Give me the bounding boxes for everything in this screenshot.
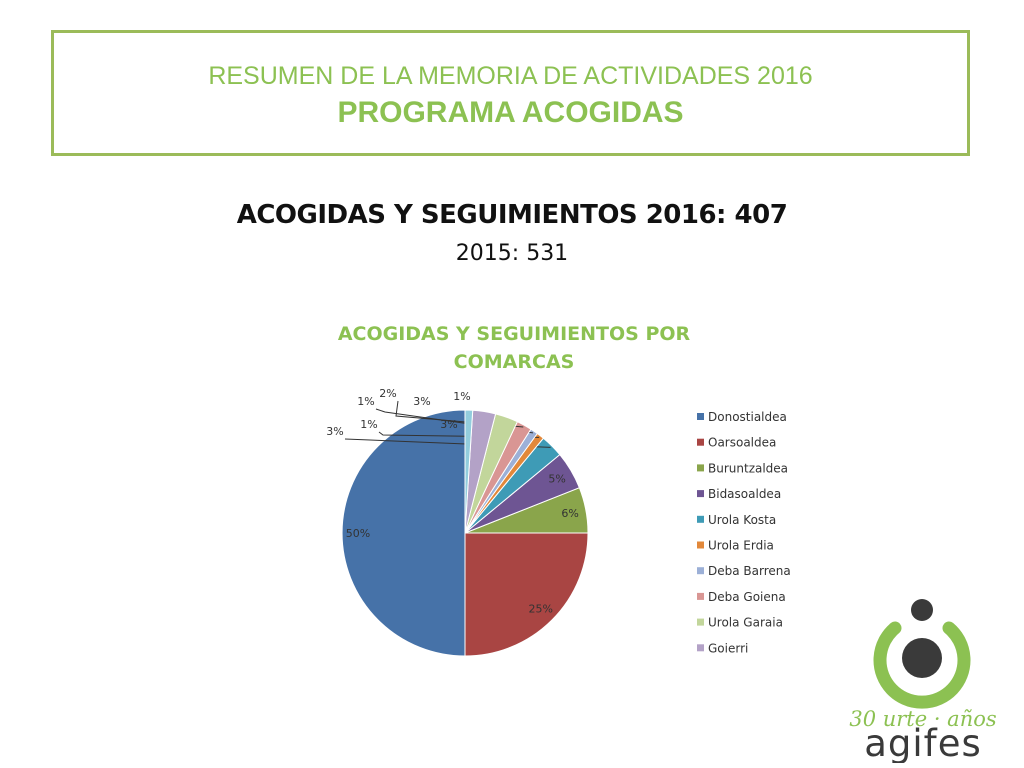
pie-slice-1	[464, 532, 589, 657]
legend-label-3: Bidasoaldea	[708, 487, 781, 501]
header-box: RESUMEN DE LA MEMORIA DE ACTIVIDADES 201…	[51, 30, 970, 156]
logo-wordmark: agifes	[864, 722, 982, 763]
chart-title-line-2: COMARCAS	[453, 351, 575, 373]
legend-label-9: Goierri	[708, 641, 748, 655]
legend-swatch-9	[697, 644, 704, 652]
legend-label-1: Oarsoaldea	[708, 436, 776, 450]
legend-swatch-7	[697, 592, 704, 600]
legend-label-4: Urola Kosta	[708, 513, 776, 527]
legend-swatch-1	[697, 438, 704, 446]
data-label-3: 5%	[548, 473, 565, 486]
legend-label-7: Deba Goiena	[708, 590, 786, 604]
legend-label-5: Urola Erdia	[708, 539, 774, 553]
legend-swatch-0	[697, 413, 704, 420]
legend-swatch-4	[697, 515, 704, 523]
data-label-1: 25%	[528, 603, 552, 616]
pie-slice-10	[464, 409, 474, 534]
legend-label-0: Donostialdea	[708, 410, 787, 424]
data-label-4: 3%	[326, 425, 343, 438]
summary-subtitle: 2015: 531	[455, 241, 569, 266]
legend-label-6: Deba Barrena	[708, 564, 791, 578]
legend-swatch-6	[697, 567, 704, 575]
header-subtitle: RESUMEN DE LA MEMORIA DE ACTIVIDADES 201…	[208, 62, 813, 90]
data-label-10: 1%	[453, 390, 470, 403]
summary-title: ACOGIDAS Y SEGUIMIENTOS 2016: 407	[236, 200, 788, 230]
logo-center	[902, 638, 942, 678]
data-label-7: 2%	[379, 387, 396, 400]
chart-title-line-1: ACOGIDAS Y SEGUIMIENTOS POR	[337, 323, 691, 345]
legend-swatch-3	[697, 490, 704, 498]
legend-label-2: Buruntzaldea	[708, 461, 788, 475]
data-label-9: 3%	[440, 418, 457, 431]
data-label-2: 6%	[561, 507, 578, 520]
chart-title: ACOGIDAS Y SEGUIMIENTOS POR COMARCAS	[314, 320, 714, 376]
header-title: PROGRAMA ACOGIDAS	[337, 96, 684, 129]
logo-dot	[911, 599, 933, 621]
data-label-5: 1%	[360, 418, 377, 431]
data-label-6: 1%	[357, 395, 374, 408]
legend-swatch-8	[697, 618, 704, 626]
data-label-0: 50%	[346, 527, 370, 540]
data-label-8: 3%	[413, 395, 430, 408]
logo-ring	[873, 621, 971, 709]
legend-swatch-2	[697, 464, 704, 472]
pie-slice-0	[341, 409, 466, 657]
agifes-logo: 30 urte · años agifes	[849, 599, 997, 763]
legend-swatch-5	[697, 541, 704, 549]
legend-label-8: Urola Garaia	[708, 616, 783, 630]
logo-tagline: 30 urte · años	[849, 707, 997, 731]
